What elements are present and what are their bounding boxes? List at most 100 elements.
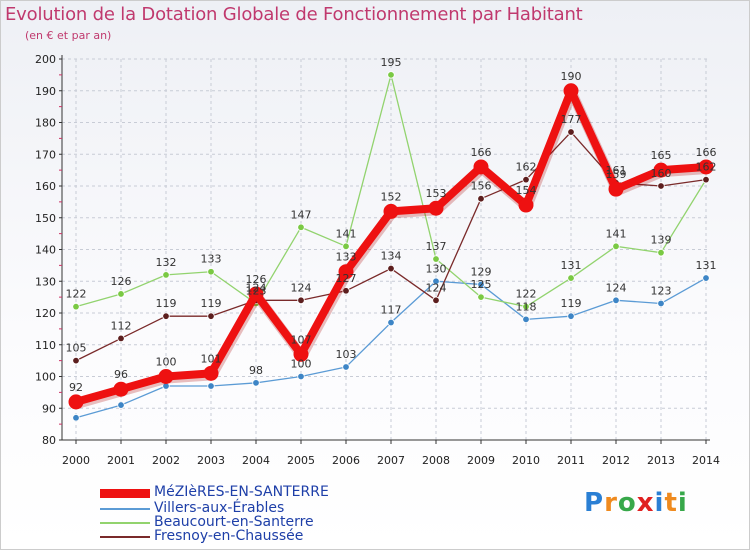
data-point	[342, 242, 350, 251]
data-label: 124	[246, 281, 267, 294]
y-tick-label: 90	[42, 402, 56, 415]
data-label: 132	[156, 256, 177, 269]
data-label: 126	[111, 275, 132, 288]
y-tick-label: 80	[42, 434, 56, 447]
legend-label-fresnoy: Fresnoy-en-Chaussée	[154, 528, 304, 544]
data-label: 129	[471, 265, 492, 278]
x-tick-label: 2014	[692, 454, 720, 467]
data-point	[428, 200, 444, 216]
data-label: 160	[651, 167, 672, 180]
x-tick-label: 2006	[332, 454, 360, 467]
y-tick-label: 150	[35, 212, 56, 225]
data-label: 112	[111, 319, 132, 332]
legend-swatch-mezieres	[100, 489, 150, 498]
data-label: 96	[114, 368, 128, 381]
data-label: 100	[156, 356, 177, 369]
data-point	[567, 312, 575, 320]
legend-label-beaucourt: Beaucourt-en-Santerre	[154, 514, 314, 530]
x-tick-label: 2008	[422, 454, 450, 467]
chart-title: Evolution de la Dotation Globale de Fonc…	[5, 4, 583, 25]
data-point	[297, 223, 305, 231]
y-tick-label: 170	[35, 148, 56, 161]
data-point	[342, 363, 350, 371]
data-label: 119	[201, 297, 222, 310]
data-label: 126	[246, 273, 267, 286]
data-label: 124	[606, 281, 627, 294]
legend-swatch-villers	[100, 508, 150, 510]
data-point	[207, 268, 215, 276]
data-label: 141	[336, 227, 357, 240]
data-point	[567, 128, 575, 136]
data-label: 118	[516, 300, 537, 313]
data-label: 139	[651, 234, 672, 247]
data-label: 147	[291, 208, 312, 221]
x-tick-label: 2005	[287, 454, 315, 467]
legend-label-villers: Villers-aux-Érables	[154, 500, 285, 516]
legend-label-mezieres: MéZIèRES-EN-SANTERRE	[154, 484, 329, 500]
data-label: 101	[201, 352, 222, 365]
data-point	[252, 379, 260, 387]
data-point	[297, 296, 305, 304]
data-label: 134	[381, 250, 402, 263]
x-tick-label: 2002	[152, 454, 180, 467]
data-point	[387, 264, 395, 273]
data-point	[72, 414, 80, 422]
data-point	[432, 296, 440, 304]
x-tick-label: 2012	[602, 454, 630, 467]
data-point	[477, 293, 485, 301]
data-point	[653, 162, 669, 178]
x-tick-label: 2011	[557, 454, 585, 467]
data-label: 166	[471, 146, 492, 159]
data-point	[207, 382, 215, 390]
data-label: 123	[651, 284, 672, 297]
data-point	[657, 248, 665, 257]
data-point	[522, 175, 530, 184]
data-label: 162	[696, 161, 717, 174]
data-label: 92	[69, 381, 83, 394]
data-point	[432, 277, 440, 285]
data-point	[113, 381, 129, 397]
data-point	[117, 401, 125, 409]
data-point	[293, 346, 309, 362]
data-point	[522, 302, 530, 311]
data-label: 165	[651, 149, 672, 162]
data-point	[657, 299, 665, 308]
x-tick-label: 2013	[647, 454, 675, 467]
legend-swatch-beaucourt	[100, 522, 150, 524]
data-label: 137	[426, 240, 447, 253]
data-label: 166	[696, 146, 717, 159]
y-tick-label: 190	[35, 85, 56, 98]
data-label: 119	[156, 297, 177, 310]
data-point	[162, 312, 170, 320]
data-label: 98	[249, 364, 263, 377]
chart-subtitle: (en € et par an)	[25, 29, 112, 42]
legend-swatch-fresnoy	[100, 536, 150, 538]
data-point	[477, 194, 485, 203]
x-tick-label: 2009	[467, 454, 495, 467]
y-tick-label: 100	[35, 371, 56, 384]
data-label: 124	[291, 281, 312, 294]
data-point	[518, 197, 534, 213]
data-label: 122	[516, 288, 537, 301]
data-label: 162	[516, 161, 537, 174]
data-point	[612, 296, 620, 304]
data-label: 100	[291, 358, 312, 371]
data-point	[248, 286, 264, 302]
data-point	[117, 334, 125, 343]
data-label: 177	[561, 113, 582, 126]
data-point	[383, 203, 399, 219]
y-tick-label: 180	[35, 117, 56, 130]
data-label: 117	[381, 304, 402, 317]
x-tick-label: 2004	[242, 454, 270, 467]
x-tick-label: 2003	[197, 454, 225, 467]
data-label: 133	[201, 253, 222, 266]
x-tick-label: 2001	[107, 454, 135, 467]
y-tick-label: 120	[35, 307, 56, 320]
data-label: 124	[426, 281, 447, 294]
data-point	[702, 274, 710, 282]
data-point	[387, 318, 395, 327]
data-label: 105	[66, 342, 87, 355]
data-point	[612, 242, 620, 251]
